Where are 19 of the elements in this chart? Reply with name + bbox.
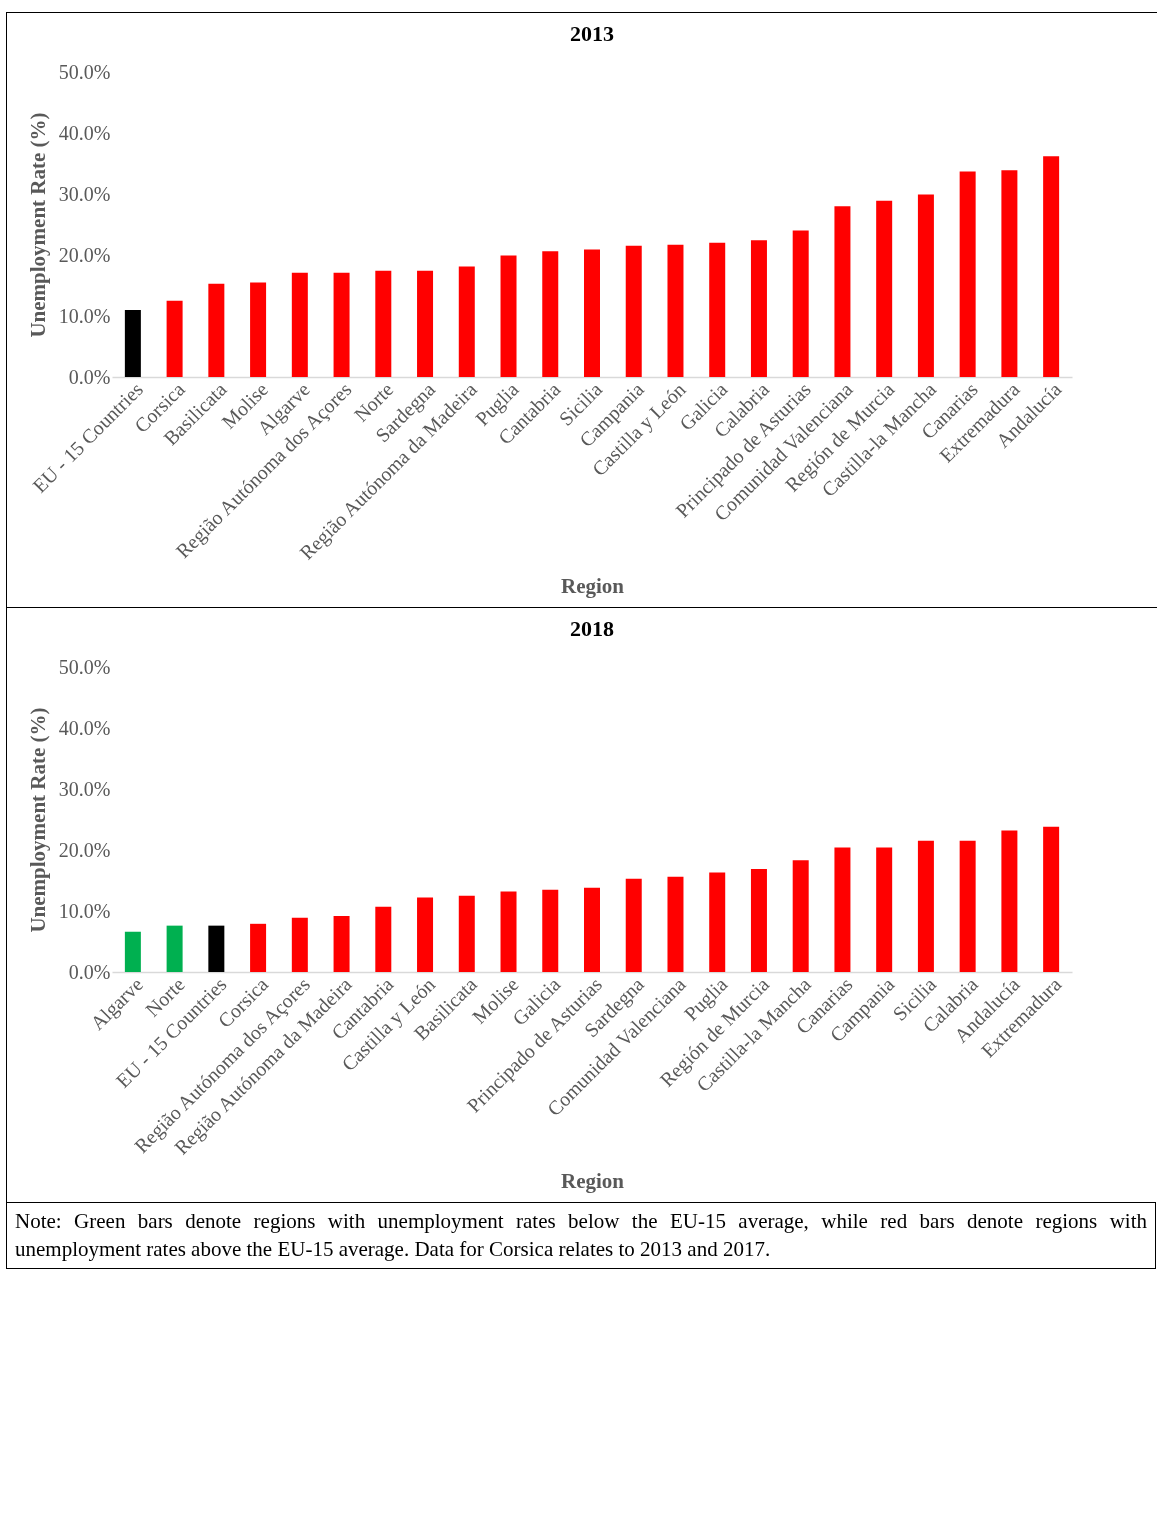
y-tick-label: 20.0% bbox=[58, 243, 111, 266]
y-tick-label: 50.0% bbox=[58, 60, 111, 83]
text: Note: Green bars denote regions with unemployment rates below the EU-15 average, while red bars denote regions with unemployment rates above the EU-15 average. Data for Corsica relates to 2013 and 2017. bbox=[6, 1202, 1156, 1269]
y-tick-label: 10.0% bbox=[58, 304, 111, 327]
y-axis-title: Unemployment Rate (%) bbox=[25, 707, 50, 933]
y-tick-label: 10.0% bbox=[58, 899, 111, 922]
y-tick-label: 50.0% bbox=[58, 655, 111, 678]
y-tick-label: 0.0% bbox=[68, 960, 111, 983]
y-tick-label: 40.0% bbox=[58, 716, 111, 739]
y-tick-label: 0.0% bbox=[68, 365, 111, 388]
x-axis-title: Region bbox=[561, 574, 625, 599]
x-axis-title: Region bbox=[561, 1169, 625, 1194]
y-tick-label: 30.0% bbox=[58, 777, 111, 800]
y-tick-label: 30.0% bbox=[58, 182, 111, 205]
chart-title: 2018 bbox=[570, 616, 614, 641]
y-axis-title: Unemployment Rate (%) bbox=[25, 112, 50, 338]
chart-title: 2013 bbox=[570, 21, 614, 46]
y-tick-label: 40.0% bbox=[58, 121, 111, 144]
y-tick-label: 20.0% bbox=[58, 838, 111, 861]
